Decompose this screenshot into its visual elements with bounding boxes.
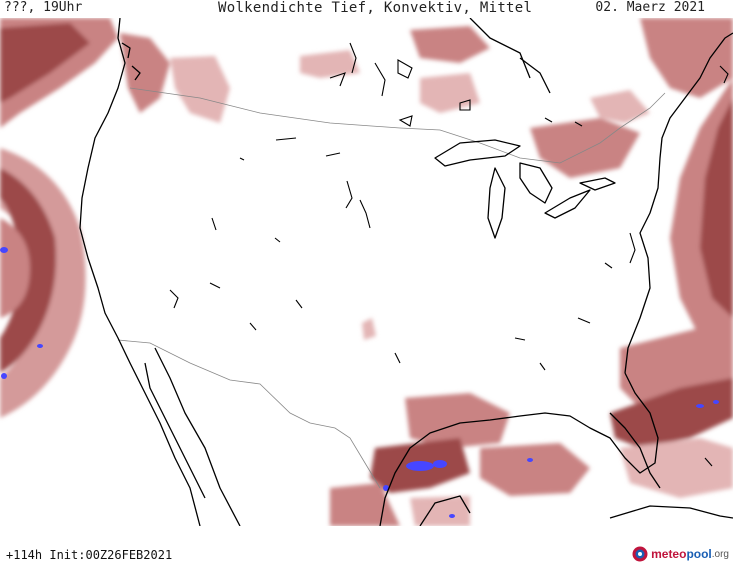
lake	[359, 199, 371, 229]
convective-cell	[37, 344, 43, 348]
valid-time-label: ???, 19Uhr	[4, 0, 83, 15]
coast-cuba	[609, 505, 733, 519]
border-us-canada	[129, 87, 666, 164]
convective-cell	[0, 247, 8, 253]
lake	[574, 121, 583, 127]
lake-ontario	[579, 177, 616, 191]
coast-baja	[144, 362, 206, 499]
lake	[577, 317, 591, 324]
convective-cell	[449, 514, 455, 518]
cloud-rockies	[362, 318, 376, 340]
map-title: Wolkendichte Tief, Konvektiv, Mittel	[218, 0, 533, 16]
convective-cell	[696, 404, 704, 408]
convective-cell	[383, 485, 389, 491]
lake	[295, 299, 303, 309]
lake	[394, 352, 401, 364]
cloud-canada-central	[300, 50, 360, 78]
lake	[544, 117, 553, 123]
lake	[329, 72, 346, 87]
coast-bc-islands	[121, 42, 141, 81]
cloud-quebec-light	[590, 90, 650, 123]
lake	[514, 337, 526, 341]
cloud-bc-coast	[120, 33, 170, 113]
coast-gulf	[379, 372, 659, 526]
cloud-fields	[0, 18, 733, 526]
border-us-mexico	[117, 339, 381, 489]
cloud-newfoundland	[640, 18, 733, 98]
coast-yucatan	[419, 495, 471, 526]
cloud-bc-scatter	[170, 56, 230, 123]
borders	[117, 87, 666, 489]
lake	[169, 289, 179, 309]
lake	[704, 457, 713, 467]
cloud-nw-pacific-dark	[0, 23, 90, 103]
lake	[239, 157, 245, 161]
cloud-atlantic-band-dark	[700, 98, 733, 318]
cloud-hudson	[410, 26, 490, 63]
convective-cell	[527, 458, 533, 462]
cloud-pacific-arm	[0, 218, 30, 318]
lake	[459, 99, 471, 111]
coastlines	[79, 18, 733, 526]
cloud-gulf-central	[480, 443, 590, 496]
lake	[325, 152, 341, 157]
cloud-ontario	[420, 73, 480, 113]
lake	[345, 180, 353, 209]
coast-mexico-west	[154, 347, 241, 526]
lake-huron	[519, 162, 553, 204]
coast-florida	[609, 412, 661, 489]
cloud-yucatan	[410, 496, 470, 526]
convective-cell	[433, 460, 447, 468]
coast-james-bay	[519, 57, 551, 94]
convective-cell	[713, 400, 719, 404]
cloud-density-map	[0, 18, 733, 526]
lake	[539, 362, 546, 371]
inland-lakes	[169, 42, 729, 467]
meteopool-logo-icon	[632, 546, 648, 562]
lake	[275, 137, 297, 141]
lake-michigan	[487, 167, 506, 239]
run-info-label: +114h Init:00Z26FEB2021	[6, 548, 173, 562]
convective-cell	[406, 461, 434, 471]
lake	[719, 65, 729, 84]
lake	[209, 282, 221, 289]
date-label: 02. Maerz 2021	[595, 0, 705, 15]
coast-hudson-bay	[469, 18, 531, 79]
cloud-bahamas	[620, 438, 733, 498]
lake	[249, 322, 257, 331]
lake-erie	[544, 189, 591, 219]
convective-cell	[1, 373, 7, 379]
cloud-st-lawrence	[530, 118, 640, 178]
lake	[349, 42, 357, 74]
lake-superior	[434, 139, 521, 167]
coast-atlantic	[624, 32, 733, 374]
meteopool-logo: meteo pool .org	[632, 544, 729, 564]
lake	[398, 115, 413, 127]
lake	[397, 59, 413, 79]
lake	[629, 232, 636, 264]
cloud-gulf-west	[405, 393, 510, 448]
lake	[604, 262, 613, 269]
footer: +114h Init:00Z26FEB2021 meteo pool .org	[0, 526, 733, 566]
convective-cells	[0, 247, 719, 518]
logo-text-part3: .org	[711, 548, 729, 560]
coast-pacific	[79, 18, 201, 526]
logo-text-part2: pool	[686, 547, 712, 561]
cloud-florida-band	[610, 378, 733, 448]
lake	[374, 62, 386, 97]
logo-text-part1: meteo	[651, 547, 687, 561]
lake	[274, 237, 281, 243]
lake	[211, 217, 217, 231]
